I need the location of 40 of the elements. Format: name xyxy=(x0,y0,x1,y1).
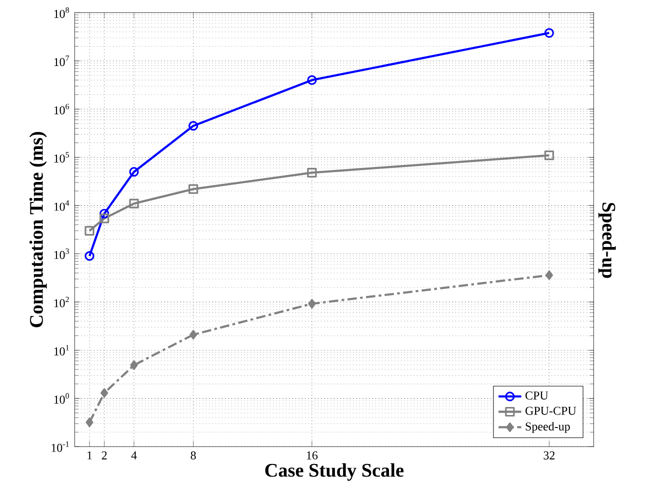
point xyxy=(307,168,317,178)
y-tick-label: 10$^{5}$ xyxy=(54,152,69,163)
legend-label: GPU-CPU xyxy=(526,406,576,415)
legend-label: CPU xyxy=(526,392,548,400)
y-tick-label: 10$^{4}$ xyxy=(54,200,70,211)
point xyxy=(545,270,553,280)
y-axis-title: Computation Time (ms) xyxy=(29,132,47,328)
y-tick-label: 10$^{6}$ xyxy=(54,104,70,114)
point xyxy=(129,167,139,177)
point xyxy=(130,360,138,370)
x-tick-label: 32 xyxy=(544,451,555,460)
point xyxy=(100,388,108,398)
x-tick-label: 8 xyxy=(190,451,196,460)
point xyxy=(308,298,316,309)
x-tick-label: 2 xyxy=(102,451,107,460)
y-tick-label: 10$^{3}$ xyxy=(54,248,69,260)
legend-label: Speed-up xyxy=(526,422,570,433)
point xyxy=(100,208,110,218)
point xyxy=(86,418,94,428)
y-tick-label: 10$^{-1}$ xyxy=(52,441,69,452)
y-tick-label: 10$^{1}$ xyxy=(54,344,69,356)
y-tick-label: 10$^{8}$ xyxy=(54,7,69,18)
y-tick-label: 10$^{2}$ xyxy=(54,296,69,308)
x-tick-label: 16 xyxy=(306,451,318,460)
point xyxy=(190,330,198,340)
point xyxy=(188,121,198,131)
x-tick-label: 1 xyxy=(88,451,92,460)
point xyxy=(544,150,554,160)
point xyxy=(84,251,94,261)
y2-axis-title: Speed-up xyxy=(598,202,616,278)
point xyxy=(129,198,139,208)
y-tick-label: 10$^{7}$ xyxy=(54,56,70,66)
x-tick-label: 4 xyxy=(131,451,137,460)
x-axis-title: Case Study Scale xyxy=(265,463,404,481)
y-tick-label: 10$^{0}$ xyxy=(54,393,69,404)
point xyxy=(188,184,198,194)
point xyxy=(84,226,94,236)
point xyxy=(544,28,554,38)
point xyxy=(100,214,110,224)
point xyxy=(307,75,317,85)
